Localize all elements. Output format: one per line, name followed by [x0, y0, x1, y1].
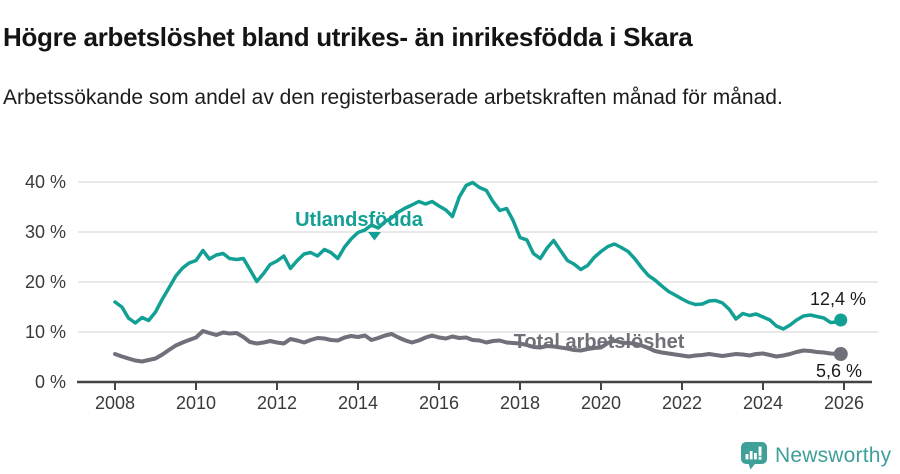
x-axis-tick-label: 2022 [661, 393, 703, 413]
x-axis-tick-label: 2020 [580, 393, 622, 413]
series-end-dot-1 [834, 313, 848, 327]
y-axis-tick-label: 10 % [24, 322, 66, 342]
end-value-utlandsfodda: 12,4 % [809, 289, 866, 309]
chart-subtitle: Arbetssökande som andel av den registerb… [3, 86, 783, 109]
x-axis-tick-label: 2016 [418, 393, 460, 413]
x-axis-tick-label: 2014 [337, 393, 379, 413]
end-value-total-arbetsloshet: 5,6 % [815, 361, 862, 381]
chart-title: Högre arbetslöshet bland utrikes- än inr… [3, 22, 693, 53]
series-label-pointer-arrow [368, 232, 381, 241]
x-axis-tick-label: 2012 [256, 393, 298, 413]
y-axis-tick-label: 30 % [24, 222, 66, 242]
series-end-dot-2 [833, 347, 848, 361]
series-label-total-arbetsloshet: Total arbetslöshet [513, 331, 685, 353]
newsworthy-bubble-chart-icon [741, 442, 767, 470]
x-axis-tick-label: 2024 [742, 393, 784, 413]
x-axis-tick-label: 2026 [823, 393, 865, 413]
y-axis-tick-label: 20 % [24, 272, 66, 292]
x-axis-tick-label: 2010 [175, 393, 217, 413]
y-axis-tick-label: 0 % [34, 372, 66, 392]
series-label-utlandsfodda: Utlandsfödda [295, 209, 423, 231]
series-line-2 [113, 329, 843, 364]
y-axis-tick-label: 40 % [24, 172, 66, 192]
newsworthy-logo: Newsworthy [741, 442, 891, 470]
x-axis-tick-label: 2018 [499, 393, 541, 413]
newsworthy-wordmark: Newsworthy [775, 444, 892, 467]
x-axis-tick-label: 2008 [94, 393, 136, 413]
series-line-1 [113, 180, 843, 331]
